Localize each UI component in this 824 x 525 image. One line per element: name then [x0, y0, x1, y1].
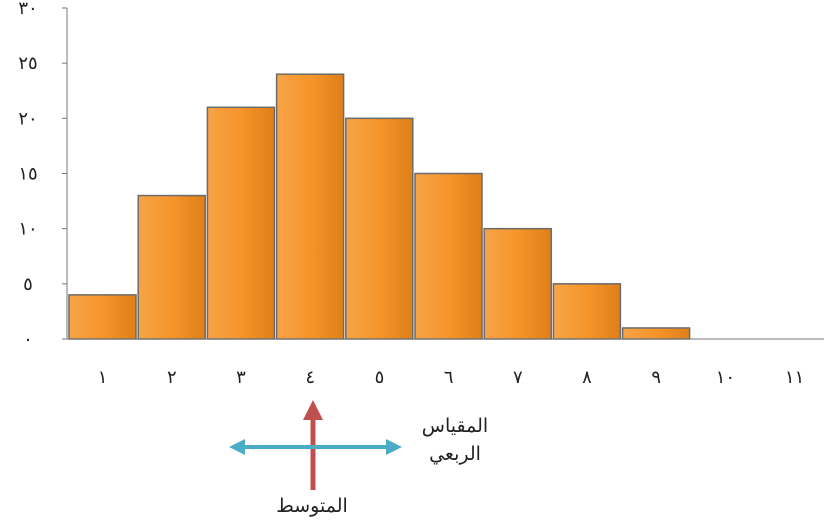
x-tick-label: ٧ — [513, 367, 523, 388]
y-tick-label: ١٥ — [18, 164, 37, 185]
bar-6 — [414, 172, 483, 340]
bar-5 — [345, 117, 414, 340]
y-tick-label: ٠ — [23, 329, 33, 350]
x-tick-label: ١ — [98, 367, 108, 388]
bar-3 — [206, 106, 276, 340]
quartile-label-line1: المقياس — [421, 415, 489, 437]
x-tick-label: ١٠ — [716, 367, 735, 388]
x-tick-label: ٥ — [375, 367, 385, 388]
x-tick-labels: ١ ٢ ٣ ٤ ٥ ٦ ٧ ٨ ٩ ١٠ ١١ — [98, 367, 805, 388]
bars-group — [68, 73, 691, 340]
x-tick-label: ٩ — [651, 367, 661, 388]
bar-9 — [621, 327, 691, 340]
bar-4 — [275, 73, 345, 340]
x-tick-label: ٣ — [236, 367, 246, 388]
quartile-label: المقياس الربعي — [400, 412, 510, 468]
y-tick-labels: ٠ ٥ ١٠ ١٥ ٢٠ ٢٥ ٣٠ — [18, 0, 67, 350]
y-tick-label: ١٠ — [18, 219, 37, 240]
x-tick-label: ٦ — [444, 367, 454, 388]
y-tick-label: ٢٠ — [18, 108, 37, 129]
y-tick-label: ٣٠ — [18, 0, 37, 19]
bar-2 — [137, 194, 206, 340]
bar-7 — [483, 227, 552, 340]
x-tick-label: ٢ — [167, 367, 177, 388]
mean-label: المتوسط — [276, 495, 348, 517]
x-tick-label: ٨ — [582, 367, 592, 388]
bar-8 — [552, 283, 622, 340]
y-tick-label: ٢٥ — [18, 53, 37, 74]
x-tick-label: ٤ — [305, 367, 315, 388]
bar-1 — [68, 294, 137, 340]
quartile-label-line2: الربعي — [429, 443, 481, 465]
y-tick-label: ٥ — [23, 274, 33, 295]
x-tick-label: ١١ — [785, 367, 804, 388]
